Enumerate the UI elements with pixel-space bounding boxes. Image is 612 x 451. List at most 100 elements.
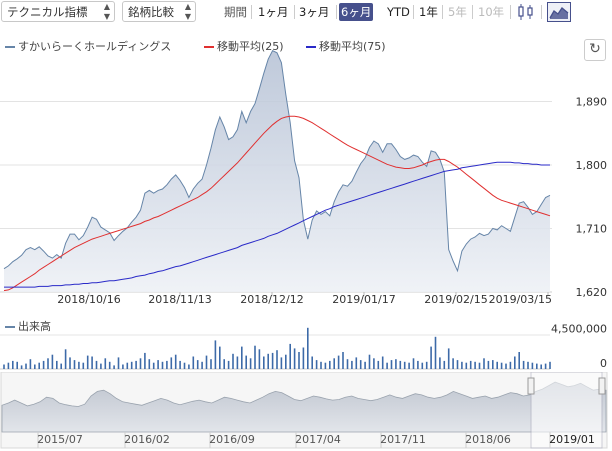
chevron-updown-icon: ▲ ▼ [184, 2, 191, 21]
volume-bar [60, 363, 62, 369]
navigator-tick-label: 2016/09 [209, 433, 255, 446]
volume-bar [368, 354, 371, 369]
volume-bar [483, 358, 485, 369]
volume-bar [263, 356, 265, 369]
period-1y-button[interactable]: 1年 [419, 5, 438, 19]
divider [442, 5, 443, 19]
volume-bar [549, 361, 551, 369]
volume-bar [91, 356, 93, 369]
volume-bar [390, 360, 393, 369]
volume-bar [373, 358, 375, 369]
period-3m-button[interactable]: 3ヶ月 [299, 5, 330, 19]
volume-bar [469, 360, 472, 369]
volume-bar [78, 361, 80, 369]
volume-bar [531, 362, 534, 369]
volume-bar [183, 362, 186, 369]
volume-bar [82, 362, 85, 369]
legend-item-ma75[interactable]: 移動平均(75) [306, 38, 386, 54]
navigator-handle-right[interactable] [598, 377, 606, 395]
navigator-handle-left[interactable] [527, 377, 535, 395]
volume-bar [447, 348, 450, 369]
period-ytd-button[interactable]: YTD [387, 5, 410, 19]
volume-bar [346, 359, 349, 369]
volume-bar [201, 361, 203, 369]
volume-bar [113, 365, 115, 369]
volume-bar [47, 358, 49, 369]
volume-bar [434, 336, 437, 369]
volume-bar [51, 354, 54, 369]
volume-bar [267, 353, 269, 369]
volume-bar [293, 348, 296, 369]
volume-bar [73, 360, 76, 369]
legend-item-ma25[interactable]: 移動平均(25) [204, 38, 284, 54]
volume-bar [364, 361, 366, 369]
price-line [3, 50, 551, 273]
volume-bar [196, 360, 199, 369]
volume-bar [135, 360, 137, 369]
volume-bar [38, 362, 40, 369]
volume-bar [540, 364, 542, 369]
volume-bar [474, 361, 476, 369]
volume-bar [381, 356, 384, 369]
volume-bar [7, 362, 10, 369]
period-6m-button[interactable]: 6ヶ月 [339, 3, 374, 21]
candlestick-icon[interactable] [516, 2, 536, 22]
volume-bar [25, 363, 27, 369]
volume-bar [430, 346, 432, 369]
volume-bar [174, 354, 177, 369]
volume-bar [403, 361, 406, 369]
divider [413, 5, 414, 19]
period-10y-button[interactable]: 10年 [478, 5, 505, 19]
volume-bar [254, 345, 256, 369]
volume-bar [377, 360, 380, 369]
y-tick-label: 1,800 [576, 159, 608, 172]
volume-bar [108, 361, 111, 369]
navigator-tick-label: 2019/01 [549, 433, 595, 446]
volume-bar [518, 352, 520, 369]
volume-bar [280, 357, 283, 369]
legend-label-price: すかいらーくホールディングス [18, 40, 172, 53]
volume-bar [514, 356, 516, 369]
period-5y-button[interactable]: 5年 [448, 5, 467, 19]
refresh-button[interactable]: ↻ [584, 39, 606, 61]
volume-y-tick-label: 4,500,000 [551, 323, 607, 336]
volume-bar [324, 362, 327, 369]
volume-bar [342, 352, 344, 369]
volume-bar [522, 360, 525, 369]
volume-bar [452, 358, 454, 369]
volume-bar [192, 356, 195, 369]
navigator-tick-label: 2016/02 [124, 433, 170, 446]
y-tick-label: 1,890 [576, 96, 608, 109]
volume-bar [289, 343, 291, 369]
volume-bar [492, 360, 494, 369]
period-1m-button[interactable]: 1ヶ月 [258, 5, 289, 19]
volume-bar [126, 362, 129, 369]
volume-bar [210, 359, 212, 369]
compare-select[interactable]: 銘柄比較 ▲ ▼ [122, 1, 196, 22]
volume-bar [86, 355, 89, 369]
ma75-line [4, 161, 550, 288]
y-tick-label: 1,620 [576, 286, 608, 299]
volume-bar [333, 358, 335, 369]
chart-toolbar: テクニカル指標 ▲ ▼ 銘柄比較 ▲ ▼ 期間 1ヶ月 3ヶ月 6ヶ月 YTD 1年… [0, 0, 612, 26]
chevron-updown-icon: ▲ ▼ [103, 2, 110, 21]
y-tick-label: 1,710 [576, 223, 608, 236]
refresh-icon: ↻ [589, 41, 601, 57]
volume-bar [395, 359, 397, 369]
navigator-selection[interactable] [530, 372, 603, 449]
volume-bar [104, 358, 107, 369]
legend-label-ma25: 移動平均(25) [217, 40, 284, 53]
volume-bar [227, 360, 230, 369]
volume-bar [170, 357, 173, 369]
volume-bar [188, 364, 190, 369]
area-chart-icon[interactable] [547, 2, 571, 22]
volume-bar [320, 361, 322, 369]
volume-bar [205, 355, 208, 369]
legend-item-price[interactable]: すかいらーくホールディングス [5, 38, 171, 54]
volume-bar [64, 349, 67, 369]
volume-bar [69, 357, 71, 369]
navigator[interactable]: 2015/07 2016/02 2016/09 2017/04 2017/11 2018/… [0, 372, 612, 450]
indicator-select[interactable]: テクニカル指標 ▲ ▼ [1, 1, 115, 22]
divider [510, 5, 511, 19]
volume-bar [122, 364, 124, 369]
